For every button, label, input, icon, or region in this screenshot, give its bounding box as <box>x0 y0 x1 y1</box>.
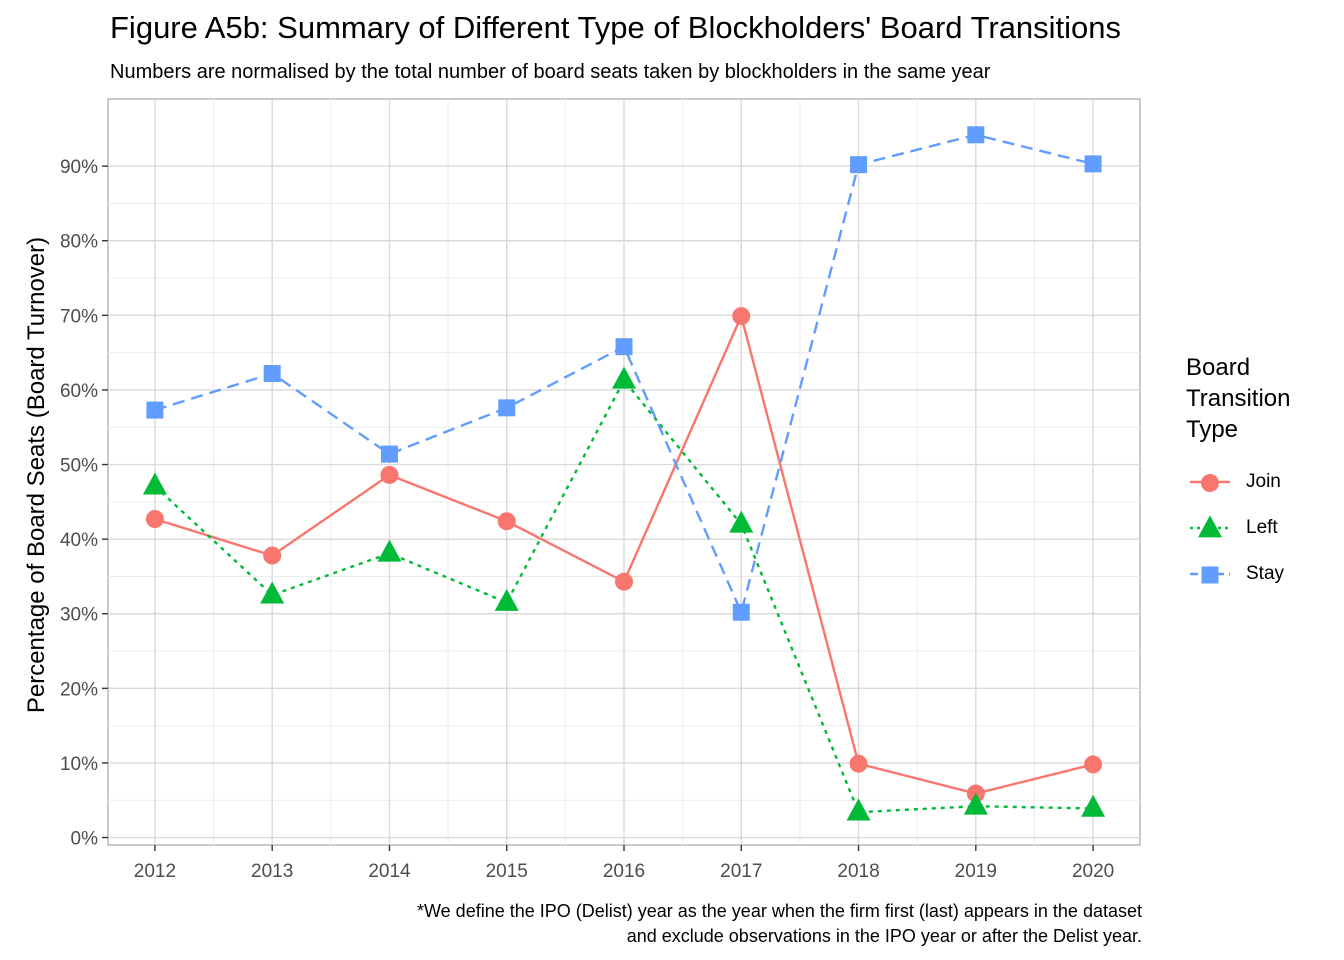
series-stay <box>146 126 1102 621</box>
data-point-left <box>729 510 754 533</box>
data-point-left <box>1081 794 1106 817</box>
y-tick-label: 40% <box>60 530 98 551</box>
y-tick-label: 50% <box>60 456 98 477</box>
x-tick-label: 2019 <box>955 861 997 882</box>
x-tick-label: 2015 <box>486 861 528 882</box>
data-point-left <box>963 792 988 815</box>
chart-subtitle: Numbers are normalised by the total numb… <box>110 61 991 83</box>
x-tick-label: 2017 <box>720 861 762 882</box>
data-point-stay <box>1084 155 1102 173</box>
data-point-stay <box>498 399 516 417</box>
legend-key-marker <box>1201 474 1219 492</box>
series-left <box>142 366 1106 821</box>
legend-key-marker <box>1198 516 1222 538</box>
data-point-join <box>849 754 868 773</box>
y-tick-label: 70% <box>60 306 98 327</box>
legend-label-left: Left <box>1246 517 1278 538</box>
data-point-left <box>612 366 636 389</box>
data-point-stay <box>263 365 281 383</box>
data-point-join <box>145 509 164 528</box>
legend-key-join <box>1190 474 1230 492</box>
data-point-stay <box>850 156 868 174</box>
data-point-left <box>377 539 402 562</box>
data-point-stay <box>967 126 985 144</box>
y-tick-label: 90% <box>60 157 98 178</box>
data-point-stay <box>146 401 164 419</box>
legend-key-left <box>1190 516 1230 538</box>
x-tick-label: 2016 <box>603 861 645 882</box>
y-tick-label: 60% <box>60 381 98 402</box>
data-point-join <box>263 546 282 565</box>
data-point-join <box>497 512 516 531</box>
legend-label-join: Join <box>1246 471 1281 492</box>
x-tick-label: 2018 <box>837 861 879 882</box>
x-tick-label: 2014 <box>368 861 411 882</box>
legend-item-join: Join <box>1186 459 1290 505</box>
legend-key-marker <box>1201 566 1219 584</box>
x-tick-label: 2012 <box>134 861 176 882</box>
legend: Board Transition Type Join Left Stay <box>1186 352 1290 597</box>
chart-caption: *We define the IPO (Delist) year as the … <box>417 901 1142 946</box>
y-tick-label: 30% <box>60 605 98 626</box>
series-join <box>145 307 1103 803</box>
y-tick-label: 0% <box>71 829 99 850</box>
axis-ticks: 0% 10% 20% 30% 40% 50% 60% 70% 80% 90% 2012 2013 201… <box>60 157 1114 882</box>
legend-key-stay <box>1190 566 1230 584</box>
legend-item-left: Left <box>1186 505 1290 551</box>
data-point-left <box>260 581 285 604</box>
x-tick-label: 2013 <box>251 861 293 882</box>
series-line-left <box>154 379 1094 814</box>
legend-item-stay: Stay <box>1186 551 1290 597</box>
data-point-left <box>846 798 871 821</box>
chart-title: Figure A5b: Summary of Different Type of… <box>110 10 1122 45</box>
major-gridlines <box>108 99 1140 845</box>
series-layer <box>142 126 1106 821</box>
data-point-stay <box>615 338 633 356</box>
data-point-stay <box>732 603 750 621</box>
data-point-left <box>494 588 519 611</box>
data-point-join <box>380 465 399 484</box>
legend-label-stay: Stay <box>1246 563 1285 584</box>
data-point-stay <box>380 445 398 463</box>
data-point-join <box>615 572 633 591</box>
y-tick-label: 20% <box>60 679 98 700</box>
legend-title: Board Transition Type <box>1186 354 1291 443</box>
y-tick-label: 80% <box>60 232 98 253</box>
y-tick-label: 10% <box>60 754 98 775</box>
data-point-join <box>1084 755 1103 774</box>
data-point-left <box>142 472 167 495</box>
data-point-join <box>732 307 751 326</box>
x-tick-label: 2020 <box>1072 861 1114 882</box>
